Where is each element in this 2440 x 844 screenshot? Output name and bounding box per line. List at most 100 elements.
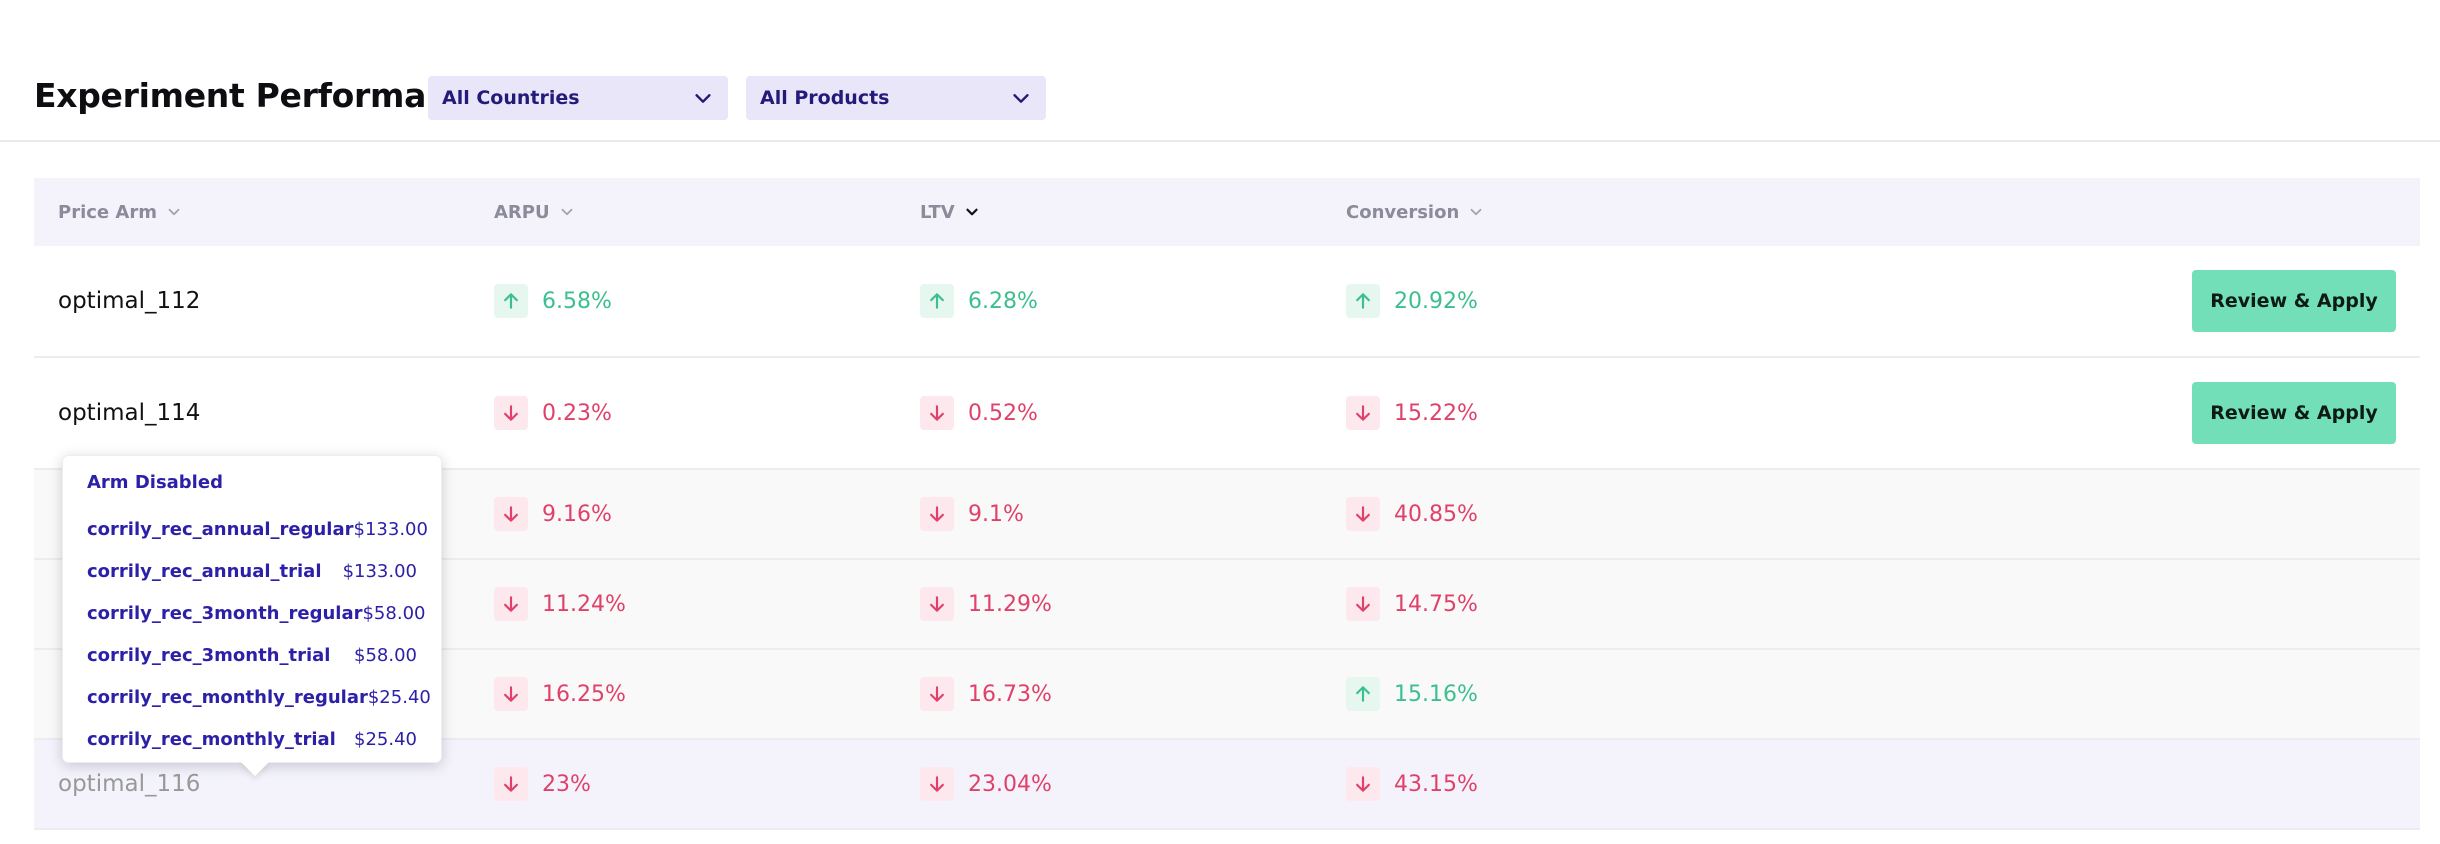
popover-item: corrily_rec_3month_regular $58.00 <box>87 598 425 628</box>
price-arm-name[interactable]: optimal_112 <box>58 288 201 314</box>
table-row[interactable]: optimal_112 6.58% 6.28% 20.92% Review & Appl… <box>34 246 2420 358</box>
arrow-down-icon <box>1346 767 1380 801</box>
arpu-value: 9.16% <box>494 470 612 558</box>
conversion-value: 15.22% <box>1346 358 1478 468</box>
ltv-value: 6.28% <box>920 246 1038 356</box>
column-header-arpu[interactable]: ARPU <box>494 178 576 246</box>
chevron-down-icon <box>1470 208 1482 216</box>
price-arm-name[interactable]: optimal_116 <box>58 771 201 797</box>
popover-item: corrily_rec_3month_trial $58.00 <box>87 640 417 670</box>
product-filter-label: All Products <box>760 87 890 109</box>
arrow-down-icon <box>920 497 954 531</box>
arrow-down-icon <box>494 396 528 430</box>
conversion-value: 40.85% <box>1346 470 1478 558</box>
metric-text: 0.52% <box>968 400 1038 426</box>
product-name: corrily_rec_monthly_trial <box>87 728 336 750</box>
product-price: $58.00 <box>362 602 426 624</box>
table-row[interactable]: optimal_114 0.23% 0.52% 15.22% Review & Appl… <box>34 358 2420 470</box>
page-title: Experiment Performance <box>34 76 491 115</box>
arrow-down-icon <box>494 767 528 801</box>
product-name: corrily_rec_annual_regular <box>87 518 354 540</box>
product-price: $25.40 <box>367 686 431 708</box>
conversion-value: 14.75% <box>1346 560 1478 648</box>
arpu-value: 0.23% <box>494 358 612 468</box>
popover-item: corrily_rec_monthly_trial $25.40 <box>87 724 417 754</box>
product-filter-dropdown[interactable]: All Products <box>746 76 1046 120</box>
arrow-down-icon <box>494 677 528 711</box>
arpu-value: 16.25% <box>494 650 626 738</box>
price-arm-name[interactable]: optimal_114 <box>58 400 201 426</box>
review-apply-button[interactable]: Review & Apply <box>2192 270 2396 332</box>
product-price: $58.00 <box>354 644 417 666</box>
popover-item: corrily_rec_monthly_regular $25.40 <box>87 682 431 712</box>
metric-text: 43.15% <box>1394 771 1478 797</box>
popover-title: Arm Disabled <box>87 472 223 493</box>
column-header-label: LTV <box>920 201 955 223</box>
arrow-down-icon <box>920 587 954 621</box>
arrow-up-icon <box>920 284 954 318</box>
metric-text: 23% <box>542 771 591 797</box>
arm-disabled-popover: Arm Disabled corrily_rec_annual_regular $… <box>62 455 442 777</box>
arrow-up-icon <box>494 284 528 318</box>
column-header-label: Conversion <box>1346 201 1460 223</box>
arrow-down-icon <box>1346 396 1380 430</box>
product-price: $133.00 <box>342 560 417 582</box>
page-header: Experiment Performance All Countries All… <box>0 0 2440 142</box>
popover-item: corrily_rec_annual_regular $133.00 <box>87 514 428 544</box>
column-header-label: Price Arm <box>58 201 157 223</box>
chevron-down-icon <box>966 208 978 216</box>
conversion-value: 43.15% <box>1346 740 1478 828</box>
chevron-down-icon <box>561 208 573 216</box>
arpu-value: 11.24% <box>494 560 626 648</box>
metric-text: 6.28% <box>968 288 1038 314</box>
arrow-down-icon <box>494 587 528 621</box>
metric-text: 6.58% <box>542 288 612 314</box>
metric-text: 20.92% <box>1394 288 1478 314</box>
country-filter-label: All Countries <box>442 87 580 109</box>
review-apply-button[interactable]: Review & Apply <box>2192 382 2396 444</box>
ltv-value: 23.04% <box>920 740 1052 828</box>
column-header-ltv[interactable]: LTV <box>920 178 981 246</box>
product-name: corrily_rec_3month_regular <box>87 602 363 624</box>
conversion-value: 15.16% <box>1346 650 1478 738</box>
metric-text: 9.1% <box>968 501 1024 527</box>
arrow-down-icon <box>920 396 954 430</box>
column-header-conversion[interactable]: Conversion <box>1346 178 1485 246</box>
product-name: corrily_rec_3month_trial <box>87 644 331 666</box>
metric-text: 40.85% <box>1394 501 1478 527</box>
chevron-down-icon <box>1013 94 1029 103</box>
product-name: corrily_rec_monthly_regular <box>87 686 368 708</box>
ltv-value: 0.52% <box>920 358 1038 468</box>
metric-text: 0.23% <box>542 400 612 426</box>
arrow-down-icon <box>920 677 954 711</box>
chevron-down-icon <box>168 208 180 216</box>
ltv-value: 11.29% <box>920 560 1052 648</box>
metric-text: 15.22% <box>1394 400 1478 426</box>
metric-text: 14.75% <box>1394 591 1478 617</box>
metric-text: 11.29% <box>968 591 1052 617</box>
product-price: $133.00 <box>353 518 428 540</box>
column-header-label: ARPU <box>494 201 550 223</box>
arrow-down-icon <box>494 497 528 531</box>
arrow-up-icon <box>1346 284 1380 318</box>
product-price: $25.40 <box>354 728 417 750</box>
chevron-down-icon <box>695 94 711 103</box>
metric-text: 9.16% <box>542 501 612 527</box>
arpu-value: 6.58% <box>494 246 612 356</box>
ltv-value: 9.1% <box>920 470 1024 558</box>
arrow-up-icon <box>1346 677 1380 711</box>
column-header-price-arm[interactable]: Price Arm <box>58 178 183 246</box>
metric-text: 15.16% <box>1394 681 1478 707</box>
metric-text: 16.73% <box>968 681 1052 707</box>
table-header: Price Arm ARPU LTV Conversion <box>34 178 2420 246</box>
arpu-value: 23% <box>494 740 591 828</box>
arrow-down-icon <box>1346 497 1380 531</box>
country-filter-dropdown[interactable]: All Countries <box>428 76 728 120</box>
metric-text: 16.25% <box>542 681 626 707</box>
popover-item: corrily_rec_annual_trial $133.00 <box>87 556 417 586</box>
conversion-value: 20.92% <box>1346 246 1478 356</box>
metric-text: 23.04% <box>968 771 1052 797</box>
arrow-down-icon <box>1346 587 1380 621</box>
metric-text: 11.24% <box>542 591 626 617</box>
product-name: corrily_rec_annual_trial <box>87 560 322 582</box>
